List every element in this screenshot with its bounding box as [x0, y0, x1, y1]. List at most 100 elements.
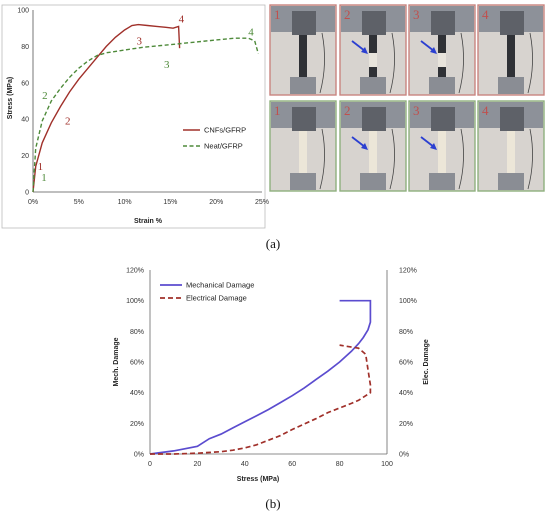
specimen-strip: [299, 35, 307, 77]
chart-b-y-tick-label: 40%: [130, 390, 144, 397]
chart-b-y2-tick-label: 80%: [399, 329, 413, 336]
specimen-photo: 1: [269, 100, 337, 192]
chart-b-x-tick-label: 60: [288, 461, 296, 468]
arrow-icon: [420, 40, 435, 52]
caption-a: (a): [266, 236, 280, 251]
arrow-head-icon: [430, 143, 437, 150]
chart-a-annotation: 2: [65, 116, 71, 128]
chart-a-x-axis-label: Strain %: [134, 218, 163, 225]
grip-clamp: [362, 107, 386, 131]
chart-a-y-tick-label: 80: [21, 44, 29, 51]
chart-b-y2-tick-label: 60%: [399, 360, 413, 367]
specimen-photo: 2: [339, 100, 407, 192]
chart-a-legend-label: Neat/GFRP: [204, 142, 243, 151]
specimen-photo: 3: [408, 100, 476, 192]
grip-clamp: [292, 107, 316, 131]
chart-a-annotation: 1: [38, 161, 44, 173]
chart-a-frame: [1, 4, 266, 229]
specimen-photo: 1: [269, 4, 337, 96]
wire: [389, 128, 395, 190]
chart-b-y2-tick-label: 120%: [399, 268, 417, 275]
grip-clamp: [431, 11, 455, 35]
photo-number: 4: [482, 103, 489, 118]
grip-clamp: [362, 11, 386, 35]
photo-number: 3: [413, 103, 420, 118]
chart-a-annotation: 4: [248, 26, 254, 38]
arrow-icon: [351, 136, 366, 148]
wire: [319, 32, 325, 94]
chart-b-x-tick-label: 20: [194, 461, 202, 468]
chart-b-y-tick-label: 60%: [130, 360, 144, 367]
chart-b-y-tick-label: 80%: [130, 329, 144, 336]
chart-a-annotation: 3: [137, 36, 143, 48]
grip-bottom: [290, 77, 316, 94]
chart-b-y2-tick-label: 0%: [399, 452, 409, 459]
chart-b-y2-axis-label: Elec. Damage: [423, 339, 430, 385]
specimen-strip: [299, 131, 307, 173]
chart-a-x-tick-label: 10%: [118, 199, 132, 206]
chart-a-y-axis-label: Stress (MPa): [7, 77, 14, 119]
chart-a-y-tick-label: 100: [17, 8, 29, 15]
chart-b-y-tick-label: 100%: [126, 298, 144, 305]
chart-b-x-tick-label: 100: [381, 461, 393, 468]
chart-a-annotation: 3: [164, 59, 170, 71]
specimen-strip: [507, 131, 515, 173]
wire: [527, 32, 533, 94]
chart-b-legend-label: Mechanical Damage: [186, 281, 254, 290]
grip-bottom: [429, 77, 455, 94]
photo-number: 3: [413, 7, 420, 22]
chart-b-x-tick-label: 40: [241, 461, 249, 468]
chart-a-x-tick-label: 25%: [255, 199, 269, 206]
chart-a-x-tick-label: 5%: [74, 199, 84, 206]
chart-a-x-tick-label: 0%: [28, 199, 38, 206]
chart-b-y2-tick-label: 100%: [399, 298, 417, 305]
grip-clamp: [292, 11, 316, 35]
specimen-photo: 3: [408, 4, 476, 96]
photo-grid: 1 2 3 4 1 2 3 4: [269, 4, 545, 192]
chart-b-x-tick-label: 80: [336, 461, 344, 468]
wire: [389, 32, 395, 94]
chart-a-y-tick-label: 40: [21, 117, 29, 124]
arrow-icon: [420, 136, 435, 148]
wire: [319, 128, 325, 190]
specimen-photo: 4: [477, 4, 545, 96]
chart-a-x-tick-label: 20%: [209, 199, 223, 206]
chart-a-x-tick-label: 15%: [163, 199, 177, 206]
grip-clamp: [500, 11, 524, 35]
arrow-head-icon: [430, 47, 437, 54]
wire: [527, 128, 533, 190]
chart-b-y-axis-label: Mech. Damage: [113, 337, 120, 386]
chart-a-y-tick-label: 20: [21, 153, 29, 160]
chart-b-x-tick-label: 0: [148, 461, 152, 468]
caption-b: (b): [265, 496, 280, 511]
chart-b-x-axis-label: Stress (MPa): [237, 476, 279, 483]
specimen-strip: [369, 131, 377, 173]
grip-bottom: [290, 173, 316, 190]
chart-a-y-tick-label: 0: [25, 190, 29, 197]
chart-b-legend-label: Electrical Damage: [186, 294, 247, 303]
arrow-head-icon: [361, 47, 368, 54]
photo-number: 2: [344, 103, 351, 118]
wire: [458, 128, 464, 190]
chart-a-legend-label: CNFs/GFRP: [204, 126, 246, 135]
photo-number: 1: [274, 103, 281, 118]
grip-clamp: [431, 107, 455, 131]
arrow-head-icon: [361, 143, 368, 150]
stress-strain-chart: 0% 5% 10% 15% 20% 25% 0 20 40 60 80 100 1 2 3 4 1 2 3 4 CN…: [1, 4, 269, 229]
chart-b-y-tick-label: 20%: [130, 421, 144, 428]
chart-a-annotation: 1: [41, 172, 47, 184]
chart-a-annotation: 2: [42, 90, 48, 102]
chart-b-y2-tick-label: 20%: [399, 421, 413, 428]
grip-bottom: [498, 77, 524, 94]
specimen-photo: 4: [477, 100, 545, 192]
damage-stress-chart: 0 20 40 60 80 100 0% 20% 40% 60% 80% 100% 120% 0% 20% 4…: [113, 268, 430, 484]
chart-b-series-1: [150, 344, 372, 455]
photo-number: 1: [274, 7, 281, 22]
grip-clamp: [500, 107, 524, 131]
grip-bottom: [360, 173, 386, 190]
chart-b-series-0: [149, 299, 372, 455]
chart-a-series-1: [32, 37, 259, 193]
chart-b-y2-tick-label: 40%: [399, 390, 413, 397]
grip-bottom: [429, 173, 455, 190]
